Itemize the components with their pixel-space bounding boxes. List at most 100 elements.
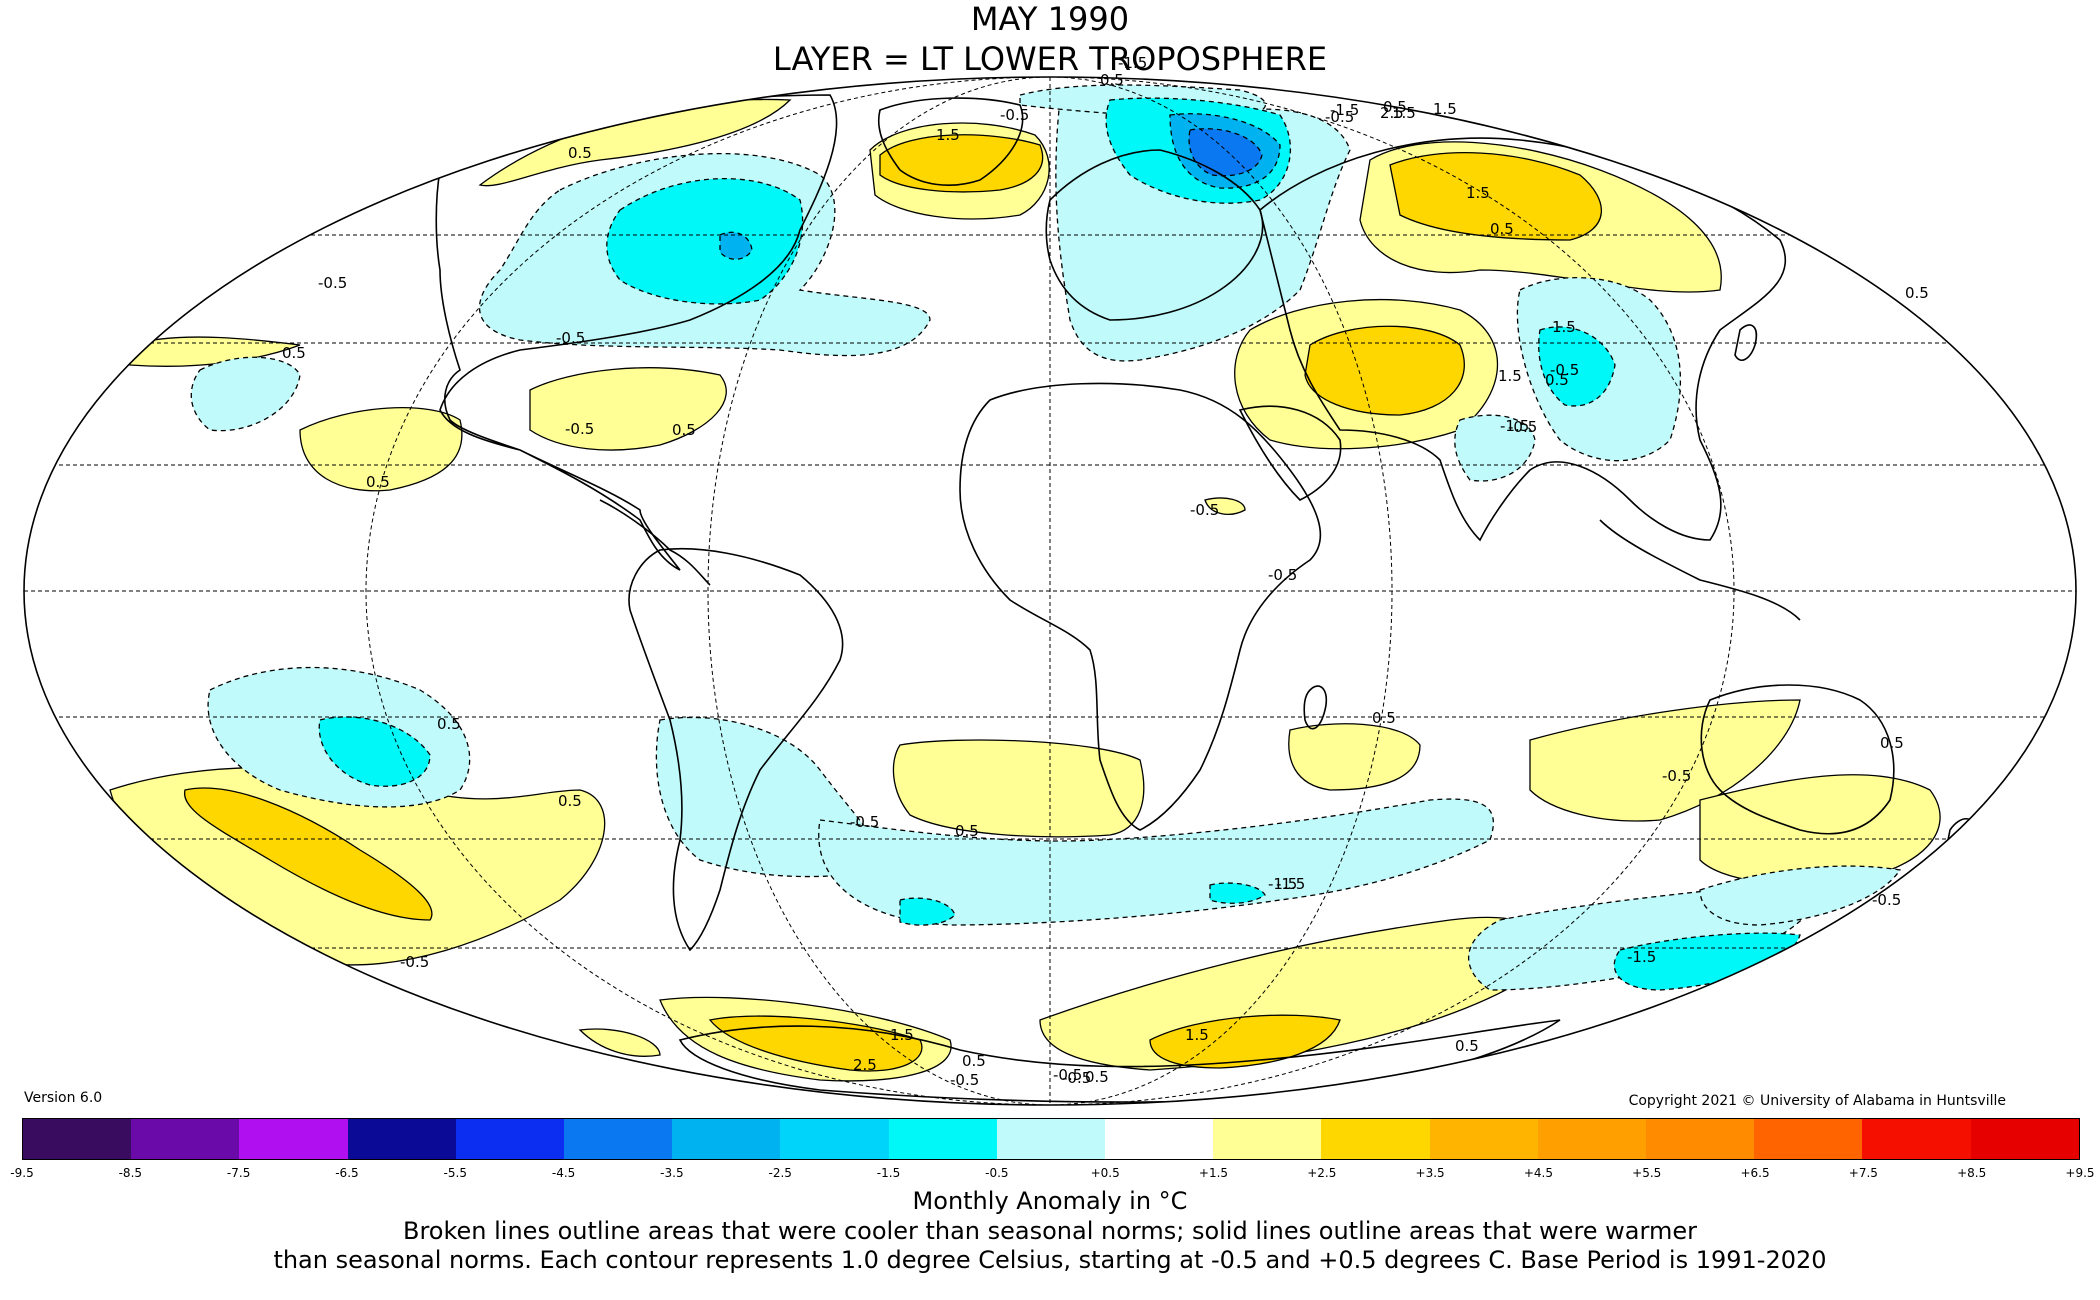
legend-tick-label: -1.5 [876,1166,901,1180]
gold-core-middle-east [1304,325,1465,416]
contour-label: -0.5 [400,953,429,971]
cyan-core-atlantic [899,897,956,926]
legend-tick-label: +1.5 [1198,1166,1229,1180]
legend-swatch [564,1119,673,1159]
cool-region-india [1454,414,1536,482]
warm-region-south-atlantic [892,739,1145,838]
contour-label: -0.5 [565,420,594,438]
contour-label: -0.5 [850,813,879,831]
contour-label: 0.5 [672,421,696,439]
contour-label: 1.5 [1185,1026,1209,1044]
contour-label: 1.5 [1466,184,1490,202]
contour-label: 0.5 [1880,734,1904,752]
legend-swatch [1754,1119,1863,1159]
north-america-outline [435,94,838,571]
contour-label: -0.5 [950,1071,979,1089]
legend-swatch [1105,1119,1214,1159]
cyan-core-east-asia [1538,326,1616,407]
warm-region-sahel [1204,497,1246,515]
legend-swatch [780,1119,889,1159]
contour-label: 0.5 [437,715,461,733]
legend-tick-label: +0.5 [1090,1166,1120,1180]
gold-core-south-pacific [184,787,433,921]
contour-label: 1.5 [1552,318,1576,336]
contour-label: -0.5 [318,274,347,292]
contour-label: 0.5 [282,344,306,362]
globe-outline [23,76,2077,1106]
warm-region-far-south [578,1028,661,1057]
color-legend-bar [22,1118,2080,1160]
legend-swatch [23,1119,132,1159]
cool-region-tasman [1699,865,1902,926]
contour-label: 0.5 [1490,220,1514,238]
meridian-60 [707,77,1393,1105]
legend-tick-label: -2.5 [768,1166,792,1180]
contour-label: 0.5 [366,473,390,491]
map-title: MAY 1990 [970,0,1130,38]
cyan-core-indian [1209,882,1266,904]
legend-swatch [1429,1119,1538,1159]
contour-label: 0.5 [1100,71,1124,89]
legend-tick-label: -6.5 [335,1166,359,1180]
legend-tick-label: +8.5 [1957,1166,1987,1180]
cool-region-south-atlantic [818,798,1494,926]
legend-swatch [1646,1119,1755,1159]
warmer-anomaly-cores [184,134,1603,1072]
contour-label: 1.5 [1498,367,1522,385]
legend-tick-label: -9.5 [10,1166,34,1180]
legend-swatch [672,1119,781,1159]
legend-unit-label: Monthly Anomaly in °C [912,1187,1188,1215]
legend-tick-label: -4.5 [551,1166,576,1180]
caption-line-2: than seasonal norms. Each contour repres… [273,1246,1827,1274]
gold-core-greenland [879,134,1044,193]
legend-tick-label: +5.5 [1632,1166,1662,1180]
madagascar-outline [1303,685,1328,730]
legend-swatch [1970,1119,2079,1159]
contour-label: -1.5 [1330,101,1359,119]
warm-region-east-pacific [129,336,301,367]
legend-swatch [1321,1119,1430,1159]
meridian-120 [365,77,1735,1105]
contour-label: -1.5 [1500,417,1529,435]
contour-label: -0.5 [1062,1069,1091,1087]
cyan-core-south-pacific [318,716,431,787]
contour-label: 0.5 [1455,1037,1479,1055]
contour-label: -1.5 [1118,54,1147,72]
caption-line-1: Broken lines outline areas that were coo… [403,1217,1697,1245]
contour-label: 2.5 [1380,104,1404,122]
contour-label: -1.5 [1276,875,1305,893]
legend-tick-label: +9.5 [2065,1166,2095,1180]
warm-region-south-indian [1529,699,1801,822]
legend-swatch [1213,1119,1322,1159]
contour-label: -0.5 [1325,108,1354,126]
legend-tick-label: +4.5 [1523,1166,1553,1180]
contour-label: 0.5 [955,822,979,840]
map-subtitle: LAYER = LT LOWER TROPOSPHERE [772,40,1328,78]
legend-swatch [239,1119,348,1159]
contour-label: 2.5 [853,1056,877,1074]
south-america-outline [628,547,844,952]
legend-swatch [888,1119,997,1159]
legend-swatch [1537,1119,1647,1159]
australia-outline [1700,684,1895,835]
contour-label: -0.5 [1053,1066,1082,1084]
africa-outline [959,382,1322,831]
legend-tick-label: -3.5 [660,1166,684,1180]
legend-tick-label: -5.5 [443,1166,467,1180]
legend-swatch [347,1119,456,1159]
contour-label: -1.5 [1268,875,1297,893]
warm-region-madagascar [1288,723,1421,791]
continent-outlines [435,94,1976,1103]
contour-label: -0.5 [1872,891,1901,909]
contour-label: -0.5 [1508,418,1537,436]
warm-region-north-atlantic [529,367,727,451]
contour-label: 0.5 [568,144,592,162]
graticule [24,77,2076,1105]
contour-label: 0.5 [1085,1068,1109,1086]
legend-swatch [996,1119,1106,1159]
warm-region-central-pacific [299,407,463,492]
legend-tick-label: +6.5 [1740,1166,1770,1180]
legend-tick-label: +3.5 [1415,1166,1445,1180]
legend-tick-label: -0.5 [985,1166,1009,1180]
contour-label: -0.5 [1268,566,1297,584]
